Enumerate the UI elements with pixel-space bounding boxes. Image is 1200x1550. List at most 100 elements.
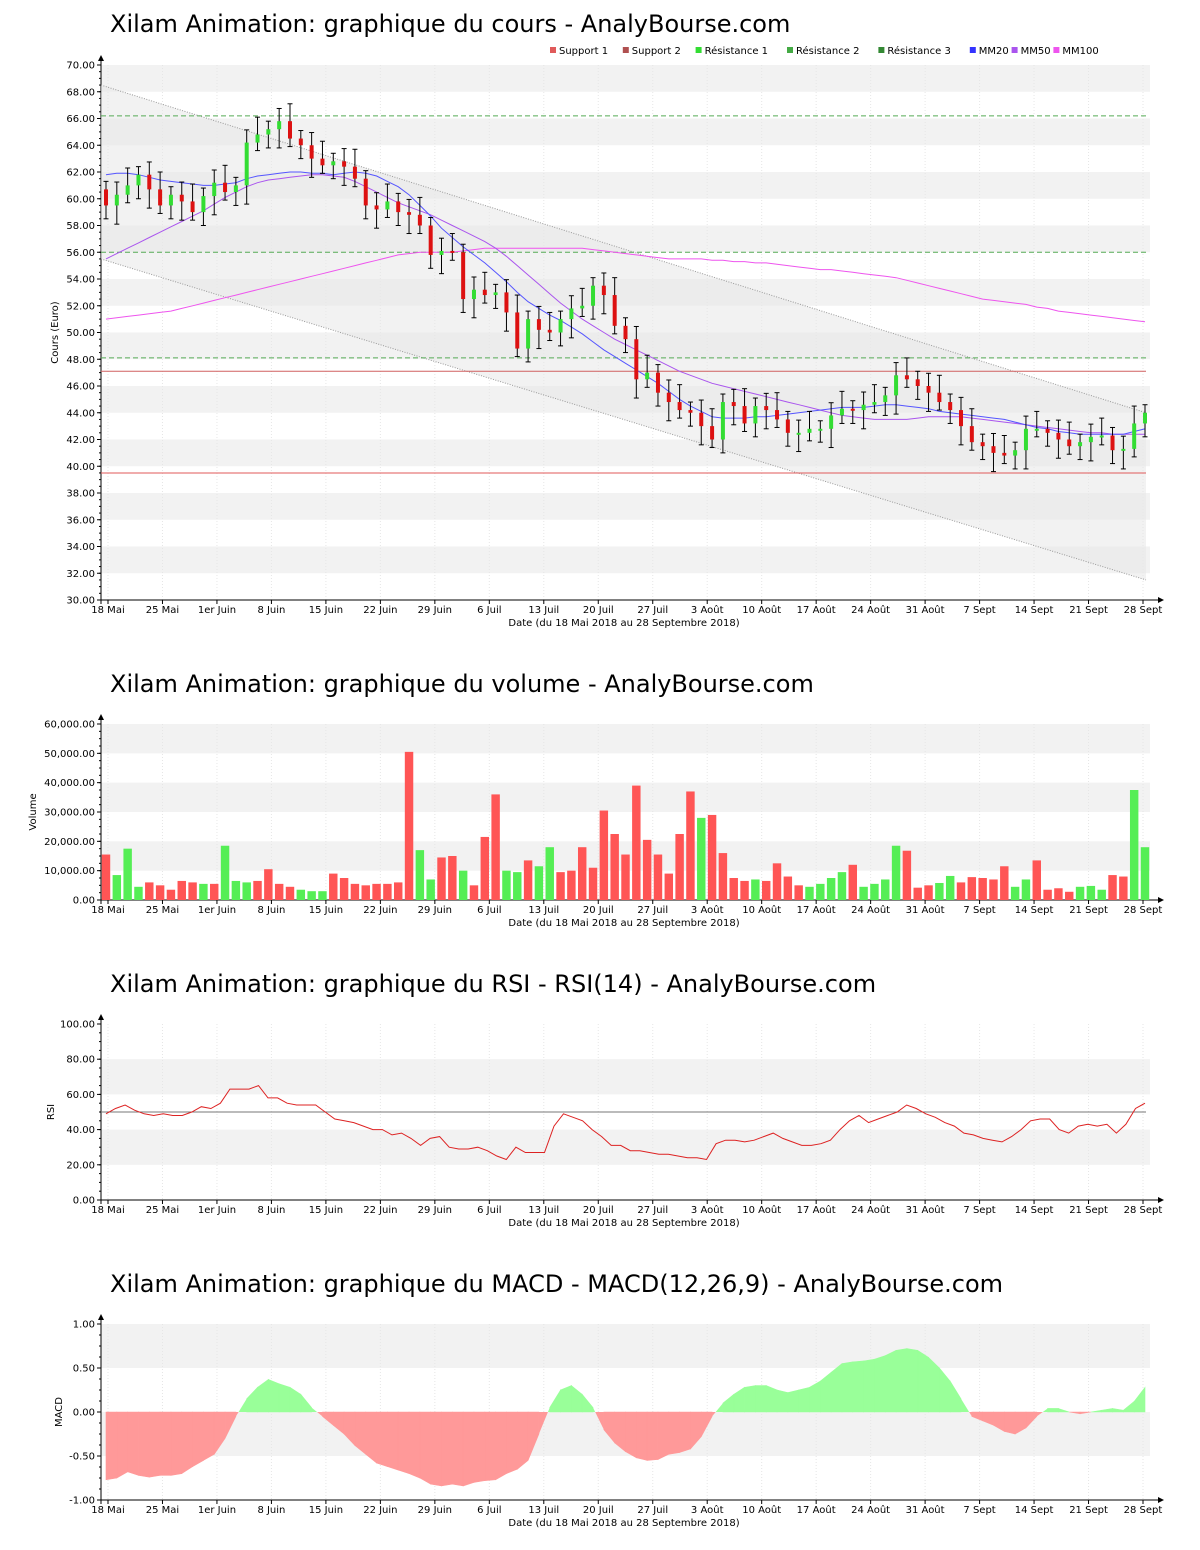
x-tick-label: 13 Juil [528, 905, 559, 916]
x-tick-label: 22 Juin [363, 605, 397, 616]
volume-bar [339, 878, 349, 900]
x-tick-label: 22 Juin [363, 1505, 397, 1516]
volume-bar [329, 873, 338, 900]
legend-swatch [1053, 47, 1060, 53]
candle-body [742, 406, 747, 424]
legend-label: Résistance 2 [796, 45, 859, 57]
candle-body [352, 166, 357, 179]
macd-panel: Xilam Animation: graphique du MACD - MAC… [0, 1260, 1200, 1545]
channel-lower-line [100, 258, 1147, 581]
macd-area-segment [397, 1411, 410, 1475]
candle-body [417, 214, 422, 226]
volume-bar [567, 870, 576, 900]
macd-area-segment [949, 1380, 962, 1413]
candle-body [818, 428, 823, 431]
legend-label: Résistance 1 [705, 45, 768, 57]
y-tick-label: 60.00 [66, 194, 95, 205]
candle-body [904, 375, 909, 380]
volume-bar [285, 886, 295, 900]
x-tick-label: 28 Sept [1124, 605, 1163, 616]
macd-area-segment [744, 1385, 756, 1413]
macd-area-segment [715, 1403, 723, 1412]
macd-area-segment [116, 1411, 128, 1479]
macd-area-segment [1112, 1408, 1124, 1413]
macd-area-segment [257, 1378, 269, 1413]
volume-bar [145, 882, 154, 900]
candle-body [699, 412, 704, 427]
legend-label: MM100 [1062, 46, 1098, 57]
macd-area-segment [560, 1385, 572, 1413]
x-tick-label: 14 Sept [1015, 605, 1054, 616]
candle-body [547, 329, 552, 333]
legend-label: MM20 [979, 46, 1009, 57]
volume-bar [534, 866, 544, 900]
candle-body [1067, 439, 1072, 447]
macd-area-segment [1047, 1408, 1059, 1413]
y-tick-label: 50,000.00 [44, 749, 95, 760]
macd-area-segment [733, 1386, 745, 1413]
macd-area-segment [289, 1386, 302, 1413]
x-tick-label: 29 Juin [418, 1205, 452, 1216]
x-tick-label: 7 Sept [963, 1205, 995, 1216]
candle-body [1013, 450, 1018, 456]
x-tick-label: 24 Août [851, 904, 890, 916]
volume-bar [826, 878, 836, 900]
candle-body [287, 121, 292, 139]
candle-body [666, 392, 671, 403]
macd-area-segment [516, 1411, 529, 1470]
candle-body [179, 194, 184, 202]
candle-body [785, 419, 790, 433]
candle-body [504, 292, 509, 313]
volume-bar [859, 886, 868, 900]
volume-bar [653, 854, 663, 900]
volume-bar [978, 878, 987, 900]
x-tick-label: 28 Sept [1124, 905, 1163, 916]
volume-bar [675, 834, 684, 900]
x-tick-label: 13 Juil [528, 1205, 559, 1216]
volume-bar [1075, 886, 1085, 900]
x-tick-label: 17 Août [797, 1204, 836, 1216]
candle-body [1034, 428, 1039, 431]
y-tick-label: 100.00 [60, 1020, 95, 1031]
candle-body [320, 158, 325, 166]
y-tick-label: 10,000.00 [44, 866, 95, 877]
candle-body [591, 285, 596, 306]
candle-body [829, 415, 834, 429]
macd-area-segment [1004, 1411, 1016, 1435]
macd-area-segment [311, 1407, 318, 1412]
grid-band [101, 1324, 1150, 1368]
candle-body [677, 402, 682, 411]
macd-area-segment [798, 1386, 810, 1413]
volume-bar [458, 870, 468, 900]
legend-label: Support 1 [559, 46, 608, 57]
volume-bar [177, 880, 186, 900]
macd-area-segment [571, 1384, 583, 1413]
volume-bar [134, 886, 143, 900]
y-axis-label: RSI [46, 1104, 57, 1120]
grid-band [101, 1059, 1150, 1095]
volume-bar [415, 850, 425, 900]
volume-bar [480, 836, 490, 900]
macd-area-segment [235, 1412, 239, 1417]
candle-body [969, 426, 974, 443]
channel-upper-line [100, 84, 1147, 414]
macd-area-segment [430, 1411, 442, 1487]
x-tick-label: 29 Juin [418, 905, 452, 916]
volume-bar [274, 883, 284, 900]
volume-bar [924, 885, 933, 900]
y-tick-label: 54.00 [66, 275, 95, 286]
y-axis-label: Volume [28, 793, 39, 830]
candle-body [850, 408, 855, 411]
x-tick-label: 27 Juil [637, 905, 668, 916]
volume-bar [1032, 860, 1041, 900]
candle-body [515, 312, 520, 349]
macd-area-segment [820, 1371, 832, 1413]
candle-body [190, 201, 195, 213]
y-tick-label: 66.00 [66, 114, 95, 125]
rsi-panel: Xilam Animation: graphique du RSI - RSI(… [0, 960, 1200, 1240]
candle-body [634, 339, 639, 380]
y-tick-label: 70.00 [66, 61, 95, 72]
macd-area-segment [1090, 1409, 1103, 1413]
candle-body [991, 446, 996, 453]
y-axis-arrow [98, 1014, 104, 1020]
